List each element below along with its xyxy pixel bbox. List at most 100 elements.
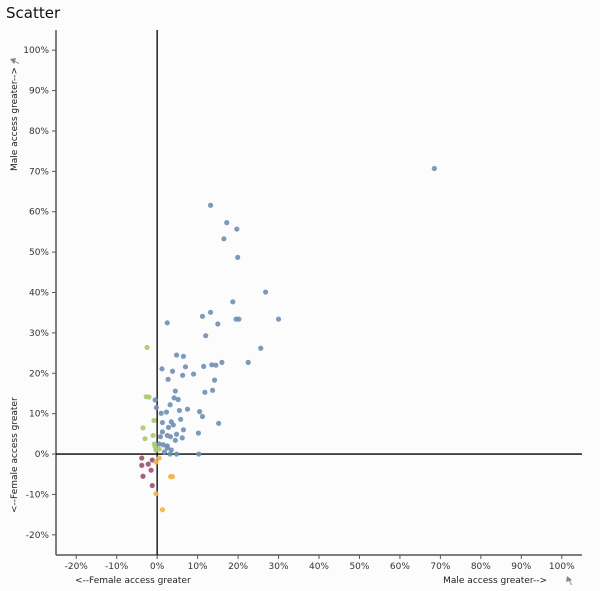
x-tick-label: 40% <box>309 562 329 572</box>
x-axis-ticks: -20% -10% 0% 10% 20% 30% 40% 50% 60% 70% 80% 90% 100… <box>65 555 575 572</box>
scatter-point-blue[interactable] <box>219 359 225 365</box>
scatter-point-blue[interactable] <box>431 165 437 172</box>
y-axis-pin-icon[interactable] <box>10 58 19 64</box>
scatter-point-green[interactable] <box>151 417 157 424</box>
x-axis-label-left: <--Female access greater <box>75 576 191 586</box>
scatter-point-blue[interactable] <box>209 387 216 393</box>
x-tick-label: 100% <box>549 562 575 572</box>
scatter-point-blue[interactable] <box>167 434 174 440</box>
scatter-point-blue[interactable] <box>167 402 173 408</box>
scatter-point-blue[interactable] <box>182 364 189 370</box>
y-tick-label: 80% <box>29 127 49 137</box>
scatter-point-blue[interactable] <box>163 409 170 415</box>
scatter-point-blue[interactable] <box>245 359 251 365</box>
scatter-point-purple[interactable] <box>139 462 145 468</box>
scatter-point-green[interactable] <box>142 436 148 442</box>
scatter-point-blue[interactable] <box>175 396 181 403</box>
x-tick-label: 80% <box>471 562 491 572</box>
y-tick-label: 0% <box>35 450 50 460</box>
scatter-point-purple[interactable] <box>149 482 155 489</box>
scatter-point-blue[interactable] <box>207 202 214 208</box>
scatter-point-green[interactable] <box>150 432 156 439</box>
scatter-point-blue[interactable] <box>164 320 170 326</box>
x-tick-label: 50% <box>349 562 369 572</box>
scatter-point-blue[interactable] <box>224 220 230 226</box>
scatter-point-blue[interactable] <box>159 366 165 372</box>
scatter-point-blue[interactable] <box>173 352 180 358</box>
scatter-point-purple[interactable] <box>139 455 145 461</box>
scatter-point-blue[interactable] <box>184 406 191 412</box>
scatter-point-blue[interactable] <box>212 377 218 383</box>
scatter-point-orange[interactable] <box>153 491 159 497</box>
scatter-point-blue[interactable] <box>169 368 176 374</box>
scatter-point-blue[interactable] <box>230 299 236 305</box>
scatter-point-blue[interactable] <box>209 362 215 368</box>
scatter-point-blue[interactable] <box>159 419 166 426</box>
scatter-point-purple[interactable] <box>145 461 151 467</box>
scatter-point-blue[interactable] <box>159 429 166 435</box>
scatter-point-blue[interactable] <box>221 236 227 242</box>
scatter-point-green[interactable] <box>146 394 152 400</box>
scatter-point-blue[interactable] <box>235 254 241 260</box>
x-axis-pin-icon[interactable] <box>566 576 572 585</box>
scatter-point-blue[interactable] <box>236 316 242 322</box>
scatter-point-purple[interactable] <box>140 473 146 479</box>
scatter-point-green[interactable] <box>156 446 162 452</box>
scatter-point-orange[interactable] <box>159 507 166 513</box>
y-axis-ticks: -20% -10% 0% 10% 20% 30% 40% 50% 60% 70% 80% 90% 100… <box>23 46 56 541</box>
scatter-point-blue[interactable] <box>165 376 171 382</box>
scatter-point-blue[interactable] <box>165 424 172 430</box>
scatter-point-blue[interactable] <box>157 434 163 440</box>
scatter-point-blue[interactable] <box>195 430 202 436</box>
y-axis-label-top: Male access greater--> <box>10 67 20 171</box>
scatter-point-purple[interactable] <box>148 467 154 473</box>
plot-frame <box>55 30 582 556</box>
scatter-point-blue[interactable] <box>215 321 221 327</box>
scatter-point-blue[interactable] <box>160 442 166 448</box>
scatter-point-blue[interactable] <box>173 451 180 457</box>
scatter-point-blue[interactable] <box>179 435 185 441</box>
scatter-point-green[interactable] <box>144 344 150 351</box>
scatter-point-blue[interactable] <box>202 389 208 395</box>
scatter-point-blue[interactable] <box>196 451 202 457</box>
scatter-point-green[interactable] <box>140 425 146 431</box>
scatter-point-blue[interactable] <box>207 309 214 315</box>
scatter-point-blue[interactable] <box>190 371 197 377</box>
scatter-point-blue[interactable] <box>262 289 269 295</box>
scatter-point-blue[interactable] <box>172 388 178 394</box>
scatter-point-blue[interactable] <box>234 226 240 232</box>
scatter-point-blue[interactable] <box>164 445 170 451</box>
scatter-point-blue[interactable] <box>170 422 176 428</box>
scatter-point-blue[interactable] <box>158 410 164 416</box>
scatter-point-blue[interactable] <box>156 441 162 447</box>
scatter-point-blue[interactable] <box>258 345 264 351</box>
scatter-point-blue[interactable] <box>180 353 187 359</box>
x-tick-label: 10% <box>188 562 208 572</box>
scatter-point-blue[interactable] <box>199 313 206 319</box>
scatter-point-blue[interactable] <box>216 420 222 426</box>
scatter-point-blue[interactable] <box>172 437 178 443</box>
scatter-point-blue[interactable] <box>152 397 158 403</box>
scatter-point-blue[interactable] <box>153 404 159 411</box>
scatter-point-blue[interactable] <box>199 413 206 420</box>
scatter-point-blue[interactable] <box>275 316 282 322</box>
scatter-point-orange[interactable] <box>156 455 162 461</box>
scatter-point-blue[interactable] <box>213 362 219 368</box>
scatter-point-blue[interactable] <box>197 409 203 415</box>
scatter-point-orange[interactable] <box>153 459 159 465</box>
scatter-point-blue[interactable] <box>171 395 177 401</box>
scatter-point-blue[interactable] <box>167 451 173 457</box>
x-tick-label: -20% <box>65 562 89 572</box>
scatter-point-blue[interactable] <box>176 407 183 414</box>
scatter-point-blue[interactable] <box>180 427 187 433</box>
scatter-point-blue[interactable] <box>201 363 207 370</box>
scatter-point-blue[interactable] <box>203 333 209 339</box>
scatter-point-orange[interactable] <box>169 474 176 480</box>
scatter-point-blue[interactable] <box>161 449 168 455</box>
scatter-point-blue[interactable] <box>180 372 186 378</box>
scatter-point-blue[interactable] <box>173 431 180 437</box>
scatter-point-blue[interactable] <box>178 416 184 422</box>
y-tick-label: -20% <box>26 531 50 541</box>
scatter-point-blue[interactable] <box>168 447 174 453</box>
